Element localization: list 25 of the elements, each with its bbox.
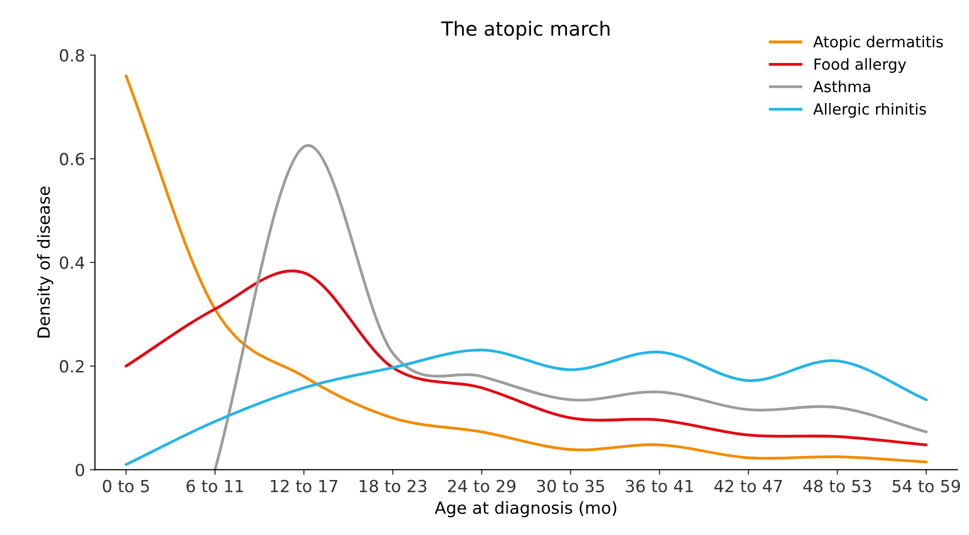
y-axis-title: Density of disease (37, 186, 54, 338)
x-axis-title: Age at diagnosis (mo) (434, 501, 616, 518)
x-tick-label: 24 to 29 (448, 480, 516, 492)
y-tick-label: 0 (76, 464, 84, 476)
x-tick-label: 36 to 41 (626, 480, 693, 492)
legend-label: Atopic dermatitis (813, 36, 943, 50)
y-tick-label: 0.8 (60, 49, 84, 62)
x-tick-label: 18 to 23 (360, 480, 426, 492)
legend-label: Allergic rhinitis (813, 102, 926, 118)
x-tick-label: 12 to 17 (270, 480, 338, 492)
x-tick-label: 54 to 59 (892, 480, 960, 492)
y-tick-label: 0.2 (60, 360, 84, 373)
line-series (214, 144, 928, 470)
line-series (124, 348, 928, 466)
y-tick-label: 0.6 (60, 152, 84, 166)
legend-label: Food allergy (814, 58, 906, 73)
x-tick-label: 48 to 53 (803, 480, 871, 492)
y-tick-label: 0.4 (60, 256, 84, 269)
legend-label: Asthma (813, 80, 870, 92)
line-series (124, 74, 928, 464)
x-tick-label: 0 to 5 (102, 480, 149, 492)
x-tick-label: 42 to 47 (714, 480, 782, 492)
x-tick-label: 30 to 35 (537, 480, 604, 492)
chart-title: The atopic march (441, 20, 610, 40)
x-tick-label: 6 to 11 (186, 480, 244, 492)
